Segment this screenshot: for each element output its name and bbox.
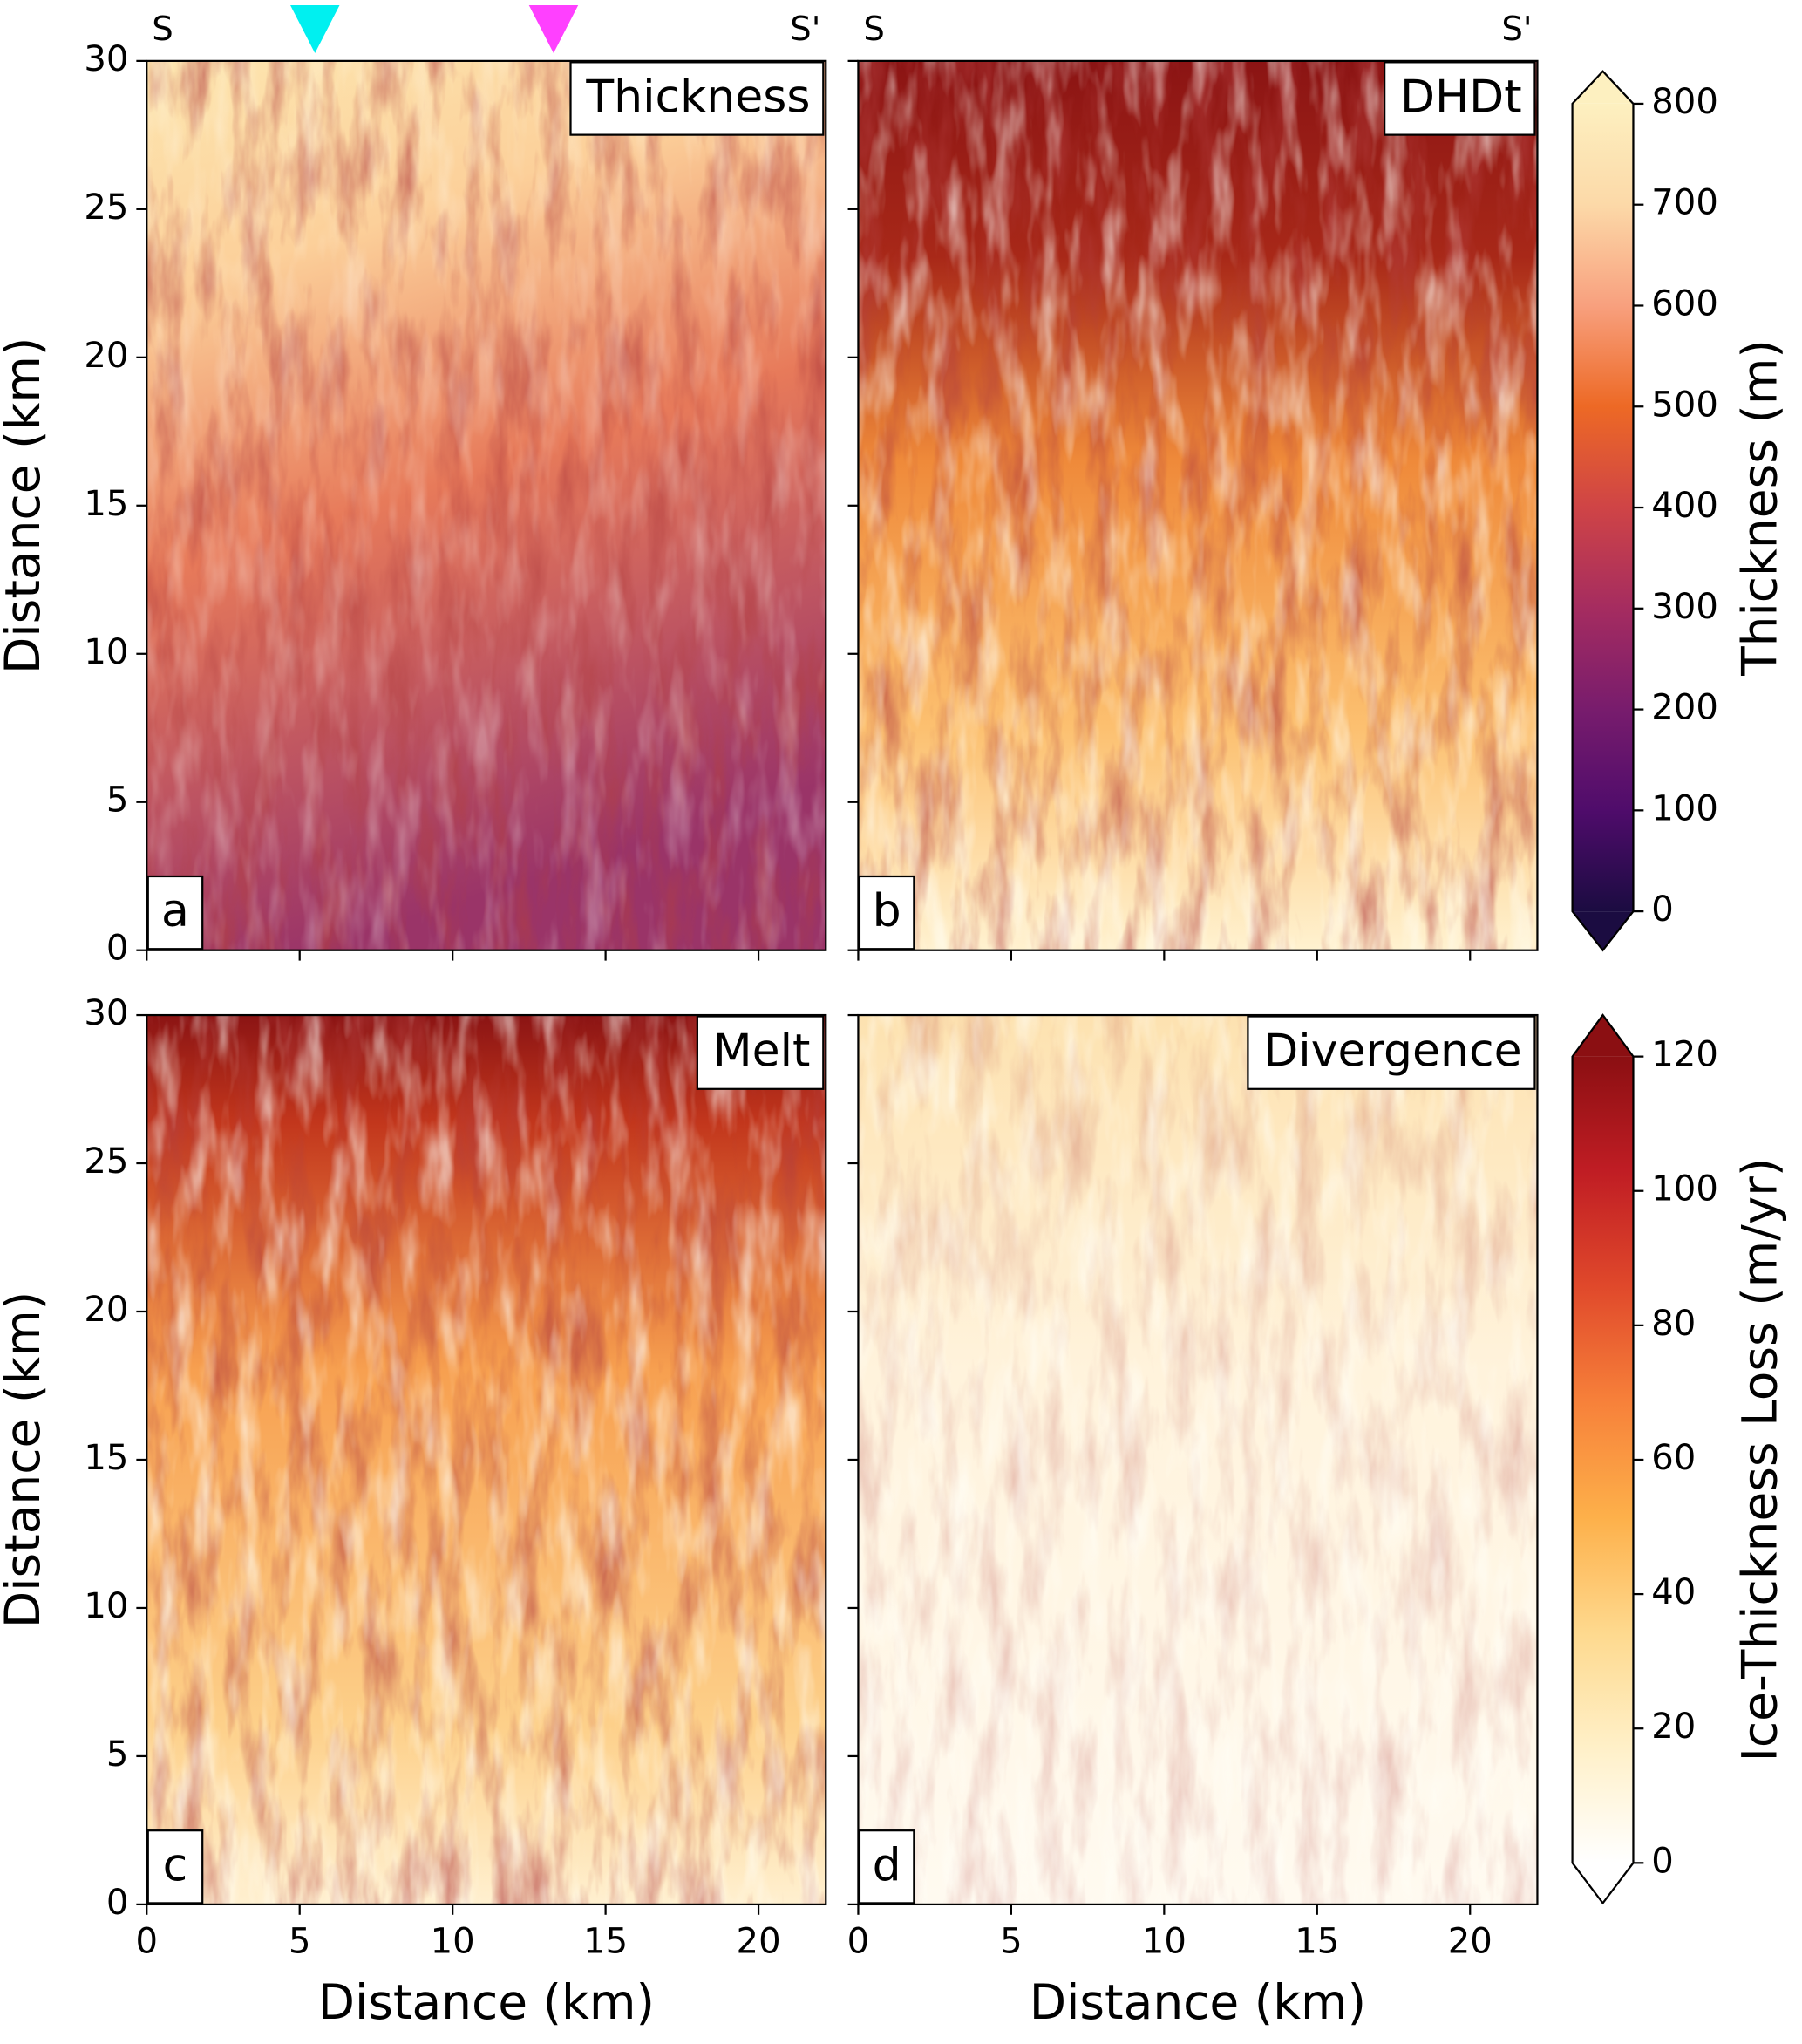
label-box [858, 875, 915, 950]
x-tick-label: 10 [1142, 1922, 1187, 1962]
x-tick-label: 15 [583, 1922, 628, 1962]
heatmap-texture [858, 60, 1538, 950]
panel-title: Divergence [1263, 1025, 1521, 1078]
x-tick-label: 5 [1000, 1922, 1023, 1962]
colorbar-tick-label: 60 [1651, 1438, 1696, 1478]
colorbar-tick-label: 100 [1651, 1169, 1718, 1209]
panel-label: b [873, 885, 901, 937]
y-axis-label: Distance (km) [0, 337, 51, 674]
y-tick-label: 10 [84, 632, 128, 672]
colorbar-tick-label: 400 [1651, 486, 1718, 526]
y-tick-label: 15 [84, 484, 128, 524]
colorbar-tick-label: 0 [1651, 889, 1674, 930]
y-tick-label: 30 [84, 39, 128, 79]
panel-label: c [163, 1839, 188, 1891]
colorbar-tick-label: 500 [1651, 385, 1718, 425]
y-tick-label: 20 [84, 1290, 128, 1330]
y-tick-label: 0 [106, 1883, 129, 1923]
x-axis-label: Distance (km) [318, 1974, 655, 2030]
colorbar-tick-label: 120 [1651, 1035, 1718, 1075]
colorbar-tick-label: 600 [1651, 283, 1718, 324]
y-tick-label: 5 [106, 780, 129, 821]
x-tick-label: 20 [737, 1922, 781, 1962]
colorbar-tick-label: 20 [1651, 1707, 1696, 1747]
section-marker [290, 4, 340, 53]
y-tick-label: 25 [84, 187, 128, 228]
panel-label: d [873, 1839, 901, 1891]
colorbar-tick-label: 0 [1651, 1841, 1674, 1881]
section-end: S' [1501, 10, 1532, 49]
section-start: S [863, 10, 885, 49]
colorbar-tick-label: 80 [1651, 1304, 1696, 1344]
x-tick-label: 10 [431, 1922, 475, 1962]
y-tick-label: 10 [84, 1586, 128, 1626]
heatmap-texture [146, 60, 826, 950]
colorbar-tick-label: 100 [1651, 788, 1718, 828]
label-box [146, 875, 204, 950]
title-box [1247, 1015, 1536, 1090]
section-marker [528, 4, 579, 53]
y-tick-label: 5 [106, 1734, 129, 1775]
panel-label: a [161, 885, 189, 937]
colorbar-tick-label: 300 [1651, 587, 1718, 627]
section-end: S' [790, 10, 820, 49]
title-box [1384, 61, 1536, 136]
colorbar-label: Ice-Thickness Loss (m/yr) [1731, 1158, 1787, 1762]
colorbar-extend-bottom [1572, 1863, 1634, 1904]
x-tick-label: 5 [289, 1922, 311, 1962]
colorbar [1572, 103, 1634, 912]
y-tick-label: 0 [106, 929, 129, 969]
x-tick-label: 20 [1448, 1922, 1493, 1962]
panel-title: Thickness [585, 71, 810, 123]
title-box [569, 61, 825, 136]
y-tick-label: 30 [84, 993, 128, 1033]
x-tick-label: 0 [847, 1922, 870, 1962]
heatmap-texture [146, 1015, 826, 1904]
x-tick-label: 15 [1295, 1922, 1339, 1962]
label-box [858, 1829, 915, 1904]
y-tick-label: 20 [84, 336, 128, 376]
y-tick-label: 25 [84, 1141, 128, 1182]
panel-title: Melt [713, 1025, 811, 1078]
colorbar-extend-top [1572, 71, 1634, 104]
heatmap-texture [858, 1015, 1538, 1904]
colorbar-tick-label: 700 [1651, 183, 1718, 223]
colorbar-extend-bottom [1572, 911, 1634, 950]
label-box [146, 1829, 204, 1904]
y-tick-label: 15 [84, 1438, 128, 1478]
colorbar-tick-label: 40 [1651, 1572, 1696, 1612]
colorbar-tick-label: 200 [1651, 688, 1718, 728]
x-tick-label: 0 [135, 1922, 158, 1962]
section-start: S [152, 10, 173, 49]
title-box [696, 1015, 825, 1090]
x-axis-label: Distance (km) [1030, 1974, 1366, 2030]
colorbar-extend-top [1572, 1015, 1634, 1057]
y-axis-label: Distance (km) [0, 1291, 51, 1628]
panel-title: DHDt [1400, 71, 1522, 123]
colorbar-tick-label: 800 [1651, 82, 1718, 122]
colorbar-label: Thickness (m) [1731, 339, 1787, 677]
colorbar [1572, 1056, 1634, 1863]
